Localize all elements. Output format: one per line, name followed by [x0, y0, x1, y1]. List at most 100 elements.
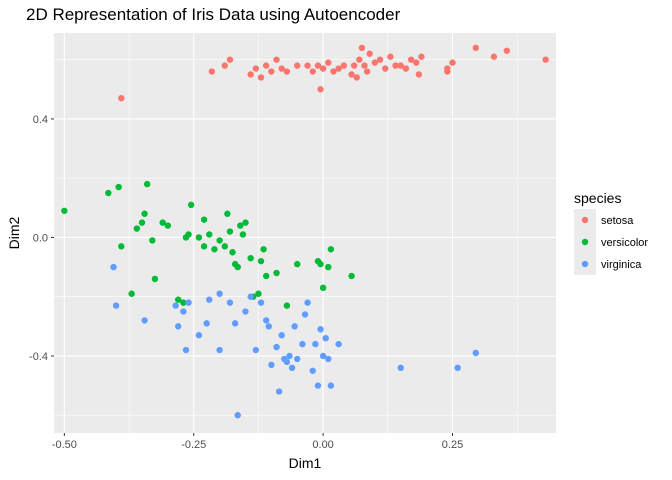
y-tick-label: 0.0 [33, 232, 48, 244]
point-virginica [314, 382, 322, 389]
legend-label-versicolor: versicolor [601, 237, 648, 249]
point-setosa [397, 62, 404, 69]
point-versicolor [143, 180, 151, 188]
point-virginica [325, 355, 332, 363]
point-versicolor [175, 296, 182, 303]
point-virginica [288, 364, 296, 372]
legend-marker-setosa [581, 216, 589, 224]
point-virginica [322, 334, 329, 342]
point-setosa [350, 62, 358, 69]
point-virginica [226, 299, 234, 306]
point-setosa [317, 86, 324, 93]
point-virginica [257, 299, 265, 306]
point-versicolor [151, 275, 159, 283]
point-setosa [314, 62, 322, 69]
y-tick-label: 0.4 [33, 114, 48, 126]
point-setosa [340, 62, 348, 69]
point-versicolor [200, 243, 208, 250]
point-virginica [110, 263, 117, 271]
point-setosa [371, 59, 379, 66]
point-setosa [257, 74, 265, 81]
legend-marker-versicolor [581, 238, 589, 246]
point-virginica [397, 364, 404, 372]
point-setosa [226, 56, 234, 63]
point-setosa [444, 65, 451, 72]
point-setosa [418, 53, 425, 60]
point-virginica [312, 340, 319, 348]
point-versicolor [239, 231, 247, 238]
x-axis: -0.50 -0.25 0.00 0.25 [52, 433, 463, 451]
point-virginica [231, 320, 239, 327]
point-virginica [180, 308, 187, 315]
point-versicolor [141, 210, 148, 217]
point-versicolor [159, 219, 166, 226]
point-versicolor [187, 201, 195, 209]
point-versicolor [325, 263, 332, 271]
point-versicolor [273, 269, 280, 277]
point-virginica [175, 323, 182, 330]
point-virginica [273, 343, 280, 351]
plot-panel [54, 33, 556, 433]
point-versicolor [221, 243, 228, 250]
point-virginica [265, 323, 272, 330]
point-setosa [118, 94, 125, 102]
point-virginica [203, 320, 210, 327]
point-virginica [185, 299, 192, 306]
point-versicolor [216, 237, 223, 244]
point-virginica [206, 296, 213, 303]
point-virginica [216, 346, 223, 354]
point-versicolor [128, 290, 135, 297]
point-versicolor [237, 222, 244, 229]
point-setosa [402, 65, 410, 72]
point-setosa [413, 59, 420, 66]
point-setosa [366, 50, 373, 57]
point-virginica [242, 308, 249, 315]
point-setosa [472, 44, 479, 52]
point-setosa [449, 59, 456, 66]
point-versicolor [61, 207, 68, 214]
point-virginica [268, 361, 275, 369]
chart-title: 2D Representation of Iris Data using Aut… [26, 5, 401, 24]
legend-label-virginica: virginica [601, 259, 642, 271]
legend: setosa versicolor virginica [574, 209, 648, 275]
point-versicolor [317, 260, 324, 268]
y-axis-title: Dim2 [6, 216, 22, 249]
point-versicolor [229, 249, 236, 256]
point-versicolor [255, 290, 262, 297]
point-virginica [472, 349, 479, 357]
point-versicolor [262, 272, 270, 280]
point-setosa [363, 68, 371, 75]
point-versicolor [185, 231, 192, 238]
point-virginica [262, 317, 270, 324]
point-versicolor [105, 189, 112, 197]
point-setosa [415, 71, 423, 78]
point-versicolor [224, 210, 231, 217]
point-setosa [348, 71, 355, 78]
point-virginica [304, 299, 311, 306]
x-tick-label: -0.25 [181, 439, 206, 451]
grid [54, 33, 556, 433]
point-setosa [319, 65, 327, 72]
x-axis-title: Dim1 [289, 455, 322, 471]
x-tick-label: -0.50 [52, 439, 77, 451]
point-setosa [330, 68, 337, 75]
point-virginica [247, 293, 254, 300]
point-setosa [356, 56, 363, 63]
data-points [61, 44, 549, 419]
point-versicolor [348, 272, 355, 280]
point-setosa [268, 68, 275, 75]
point-setosa [325, 59, 332, 66]
y-axis: -0.4 0.0 0.4 [29, 114, 54, 363]
point-virginica [317, 326, 324, 333]
point-versicolor [247, 254, 254, 262]
point-versicolor [283, 302, 291, 309]
point-setosa [382, 65, 389, 72]
point-setosa [335, 65, 342, 72]
point-versicolor [138, 219, 146, 226]
point-virginica [278, 332, 285, 339]
point-versicolor [195, 234, 203, 241]
point-virginica [301, 311, 309, 318]
point-setosa [542, 56, 549, 63]
point-virginica [141, 317, 148, 324]
